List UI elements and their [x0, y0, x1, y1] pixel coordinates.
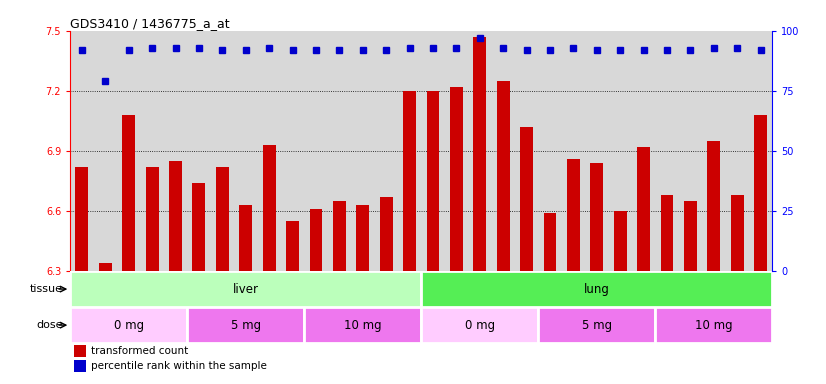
Bar: [169, 161, 182, 271]
Bar: [216, 167, 229, 271]
Bar: [450, 87, 463, 271]
Text: liver: liver: [233, 283, 259, 296]
Bar: [188, 307, 304, 343]
Bar: [707, 141, 720, 271]
Bar: [684, 201, 697, 271]
Bar: [614, 211, 627, 271]
Text: 10 mg: 10 mg: [344, 319, 382, 332]
Text: dose: dose: [36, 320, 64, 330]
Bar: [661, 195, 673, 271]
Text: 5 mg: 5 mg: [582, 319, 612, 332]
Bar: [380, 197, 392, 271]
Bar: [421, 271, 772, 307]
Bar: [99, 263, 112, 271]
Text: 0 mg: 0 mg: [465, 319, 495, 332]
Bar: [75, 167, 88, 271]
Bar: [473, 37, 487, 271]
Text: percentile rank within the sample: percentile rank within the sample: [92, 361, 267, 371]
Bar: [304, 307, 421, 343]
Text: GDS3410 / 1436775_a_at: GDS3410 / 1436775_a_at: [70, 17, 230, 30]
Text: 5 mg: 5 mg: [230, 319, 261, 332]
Bar: [356, 205, 369, 271]
Bar: [74, 360, 87, 372]
Bar: [655, 307, 772, 343]
Bar: [567, 159, 580, 271]
Bar: [421, 307, 539, 343]
Bar: [539, 307, 655, 343]
Bar: [591, 163, 603, 271]
Bar: [544, 213, 557, 271]
Text: tissue: tissue: [31, 284, 64, 294]
Bar: [333, 201, 346, 271]
Bar: [310, 209, 322, 271]
Text: lung: lung: [584, 283, 610, 296]
Bar: [145, 167, 159, 271]
Text: 10 mg: 10 mg: [695, 319, 733, 332]
Bar: [122, 115, 135, 271]
Bar: [286, 221, 299, 271]
Bar: [263, 145, 276, 271]
Text: 0 mg: 0 mg: [114, 319, 144, 332]
Bar: [426, 91, 439, 271]
Bar: [637, 147, 650, 271]
Text: transformed count: transformed count: [92, 346, 188, 356]
Bar: [240, 205, 252, 271]
Bar: [70, 271, 421, 307]
Bar: [520, 127, 533, 271]
Bar: [496, 81, 510, 271]
Bar: [403, 91, 416, 271]
Bar: [74, 345, 87, 357]
Bar: [731, 195, 743, 271]
Bar: [192, 183, 206, 271]
Bar: [754, 115, 767, 271]
Bar: [70, 307, 188, 343]
